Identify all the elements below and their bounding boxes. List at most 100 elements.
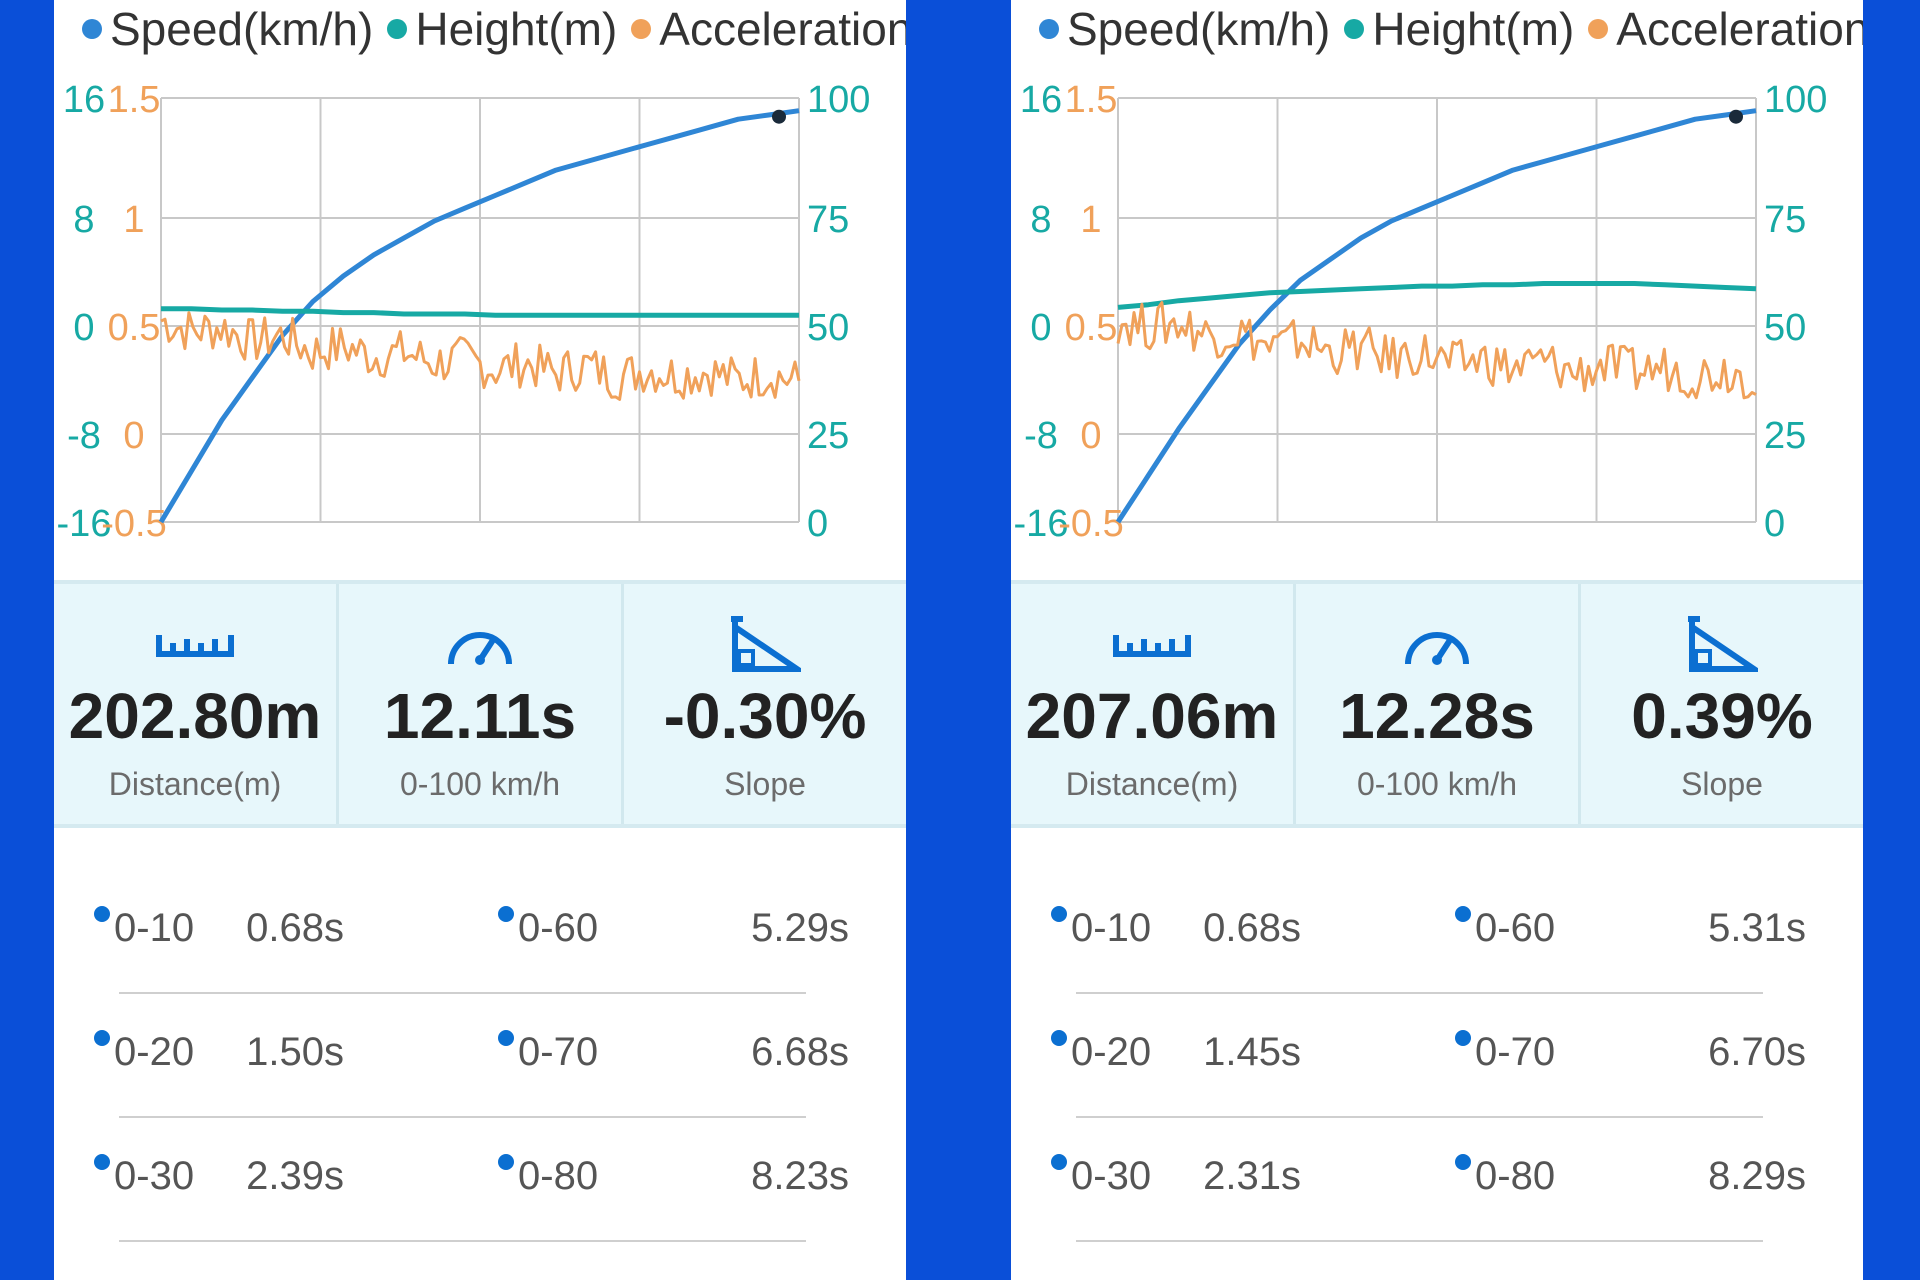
speed-end-marker bbox=[772, 109, 786, 124]
table-row: 0-20 1.45s 0-70 6.70s bbox=[1011, 994, 1806, 1118]
legend-height[interactable]: Height(m) bbox=[1344, 2, 1574, 56]
chart: 16 8 0 -8 -16 1.5 1 0.5 0 -0.5 100 75 50 25 0 bbox=[1014, 79, 1828, 545]
divider bbox=[1076, 992, 1763, 994]
speed-tick-label: 75 bbox=[1764, 199, 1806, 241]
accel-tick-label: -0.5 bbox=[1058, 503, 1123, 545]
interval-label: 0-30 bbox=[114, 1154, 195, 1198]
accel-tick-label: 1.5 bbox=[108, 79, 161, 121]
slope-value: -0.30% bbox=[663, 680, 867, 752]
legend-height[interactable]: Height(m) bbox=[387, 2, 617, 56]
bullet-icon bbox=[94, 906, 110, 922]
distance-label: Distance(m) bbox=[108, 766, 282, 802]
speed-tick-label: 50 bbox=[1764, 307, 1806, 349]
stat-distance: 207.06m Distance(m) bbox=[1011, 584, 1293, 824]
divider bbox=[119, 992, 806, 994]
series-line-acceleration bbox=[1116, 301, 1757, 400]
bullet-icon bbox=[94, 1030, 110, 1046]
result-panel-left: Speed(km/h) Height(m) Acceleration(g) 16… bbox=[54, 0, 906, 1280]
speedometer-icon bbox=[445, 612, 515, 678]
slope-value: 0.39% bbox=[1631, 680, 1813, 752]
chart-legend: Speed(km/h) Height(m) Acceleration(g) bbox=[1039, 0, 1863, 58]
series-line-speed bbox=[1115, 108, 1757, 524]
series-line-height bbox=[1117, 281, 1757, 310]
chart: 16 8 0 -8 -16 1.5 1 0.5 0 -0.5 100 75 50 25 0 bbox=[57, 79, 871, 545]
slope-icon bbox=[1686, 612, 1758, 678]
bullet-icon bbox=[1455, 1154, 1471, 1170]
bullet-icon bbox=[498, 1154, 514, 1170]
chart-legend: Speed(km/h) Height(m) Acceleration(g) bbox=[82, 0, 906, 58]
interval-value: 5.29s bbox=[751, 906, 849, 950]
table-row: 0-10 0.68s 0-60 5.31s bbox=[1011, 870, 1806, 994]
interval-label: 0-80 bbox=[1475, 1154, 1556, 1198]
bullet-icon bbox=[94, 1154, 110, 1170]
accel-tick-label: 1 bbox=[1080, 199, 1101, 241]
series-line-speed bbox=[158, 108, 800, 524]
accel-tick-label: 1.5 bbox=[1065, 79, 1118, 121]
height-tick-label: 16 bbox=[1020, 79, 1062, 121]
speed-tick-label: 25 bbox=[1764, 415, 1806, 457]
interval-value: 5.31s bbox=[1708, 906, 1806, 950]
table-row: 0-10 0.68s 0-60 5.29s bbox=[54, 870, 849, 994]
speed-tick-label: 0 bbox=[1764, 503, 1785, 545]
interval-value: 2.31s bbox=[1203, 1154, 1301, 1198]
bullet-icon bbox=[1051, 906, 1067, 922]
interval-times: 0-10 0.68s 0-60 5.31s 0-20 1.45s 0-70 6.… bbox=[1011, 870, 1863, 1242]
interval-value: 0.68s bbox=[246, 906, 344, 950]
accel-tick-label: 1 bbox=[123, 199, 144, 241]
legend-acceleration[interactable]: Acceleration(g) bbox=[1588, 2, 1863, 56]
chart-grid bbox=[1117, 97, 1757, 523]
legend-acceleration[interactable]: Acceleration(g) bbox=[631, 2, 906, 56]
distance-label: Distance(m) bbox=[1065, 766, 1239, 802]
speed-tick-label: 75 bbox=[807, 199, 849, 241]
speed-tick-label: 100 bbox=[807, 79, 870, 121]
speed-tick-label: 100 bbox=[1764, 79, 1827, 121]
interval-label: 0-20 bbox=[114, 1030, 195, 1074]
speed-tick-label: 0 bbox=[807, 503, 828, 545]
interval-value: 6.68s bbox=[751, 1030, 849, 1074]
interval-label: 0-10 bbox=[1071, 906, 1152, 950]
accel-tick-label: -0.5 bbox=[101, 503, 166, 545]
speed-tick-label: 50 bbox=[807, 307, 849, 349]
legend-speed[interactable]: Speed(km/h) bbox=[82, 2, 373, 56]
accel-tick-label: 0 bbox=[123, 415, 144, 457]
height-tick-label: -8 bbox=[1024, 415, 1058, 457]
table-row: 0-30 2.31s 0-80 8.29s bbox=[1011, 1118, 1806, 1242]
chart-grid bbox=[160, 97, 800, 523]
height-tick-label: 8 bbox=[73, 199, 94, 241]
bullet-icon bbox=[1051, 1030, 1067, 1046]
interval-value: 1.50s bbox=[246, 1030, 344, 1074]
interval-label: 0-10 bbox=[114, 906, 195, 950]
bullet-icon bbox=[1455, 1030, 1471, 1046]
time-value: 12.11s bbox=[383, 680, 577, 752]
interval-label: 0-80 bbox=[518, 1154, 599, 1198]
stat-time: 12.28s 0-100 km/h bbox=[1293, 584, 1578, 824]
legend-speed[interactable]: Speed(km/h) bbox=[1039, 2, 1330, 56]
interval-value: 2.39s bbox=[246, 1154, 344, 1198]
stat-distance: 202.80m Distance(m) bbox=[54, 584, 336, 824]
divider bbox=[119, 1116, 806, 1118]
accel-tick-label: 0 bbox=[1080, 415, 1101, 457]
divider bbox=[1076, 1240, 1763, 1242]
result-panel-right: Speed(km/h) Height(m) Acceleration(g) 16… bbox=[1011, 0, 1863, 1280]
height-tick-label: 0 bbox=[73, 307, 94, 349]
accel-tick-label: 0.5 bbox=[108, 307, 161, 349]
divider bbox=[1076, 1116, 1763, 1118]
stats-bar: 207.06m Distance(m) 12.28s 0-100 km/h 0.… bbox=[1011, 580, 1863, 828]
speed-tick-label: 25 bbox=[807, 415, 849, 457]
interval-times: 0-10 0.68s 0-60 5.29s 0-20 1.50s 0-70 6.… bbox=[54, 870, 906, 1242]
table-row: 0-20 1.50s 0-70 6.68s bbox=[54, 994, 849, 1118]
height-tick-label: 16 bbox=[63, 79, 105, 121]
speedometer-icon bbox=[1402, 612, 1472, 678]
series-line-acceleration bbox=[160, 311, 801, 401]
slope-label: Slope bbox=[724, 766, 806, 802]
time-label: 0-100 km/h bbox=[399, 766, 561, 802]
interval-label: 0-70 bbox=[1475, 1030, 1556, 1074]
height-tick-label: -8 bbox=[67, 415, 101, 457]
ruler-icon bbox=[1112, 612, 1192, 678]
interval-label: 0-70 bbox=[518, 1030, 599, 1074]
distance-value: 207.06m bbox=[1025, 680, 1279, 752]
height-tick-label: 0 bbox=[1030, 307, 1051, 349]
interval-label: 0-30 bbox=[1071, 1154, 1152, 1198]
height-tick-label: 8 bbox=[1030, 199, 1051, 241]
bullet-icon bbox=[1455, 906, 1471, 922]
